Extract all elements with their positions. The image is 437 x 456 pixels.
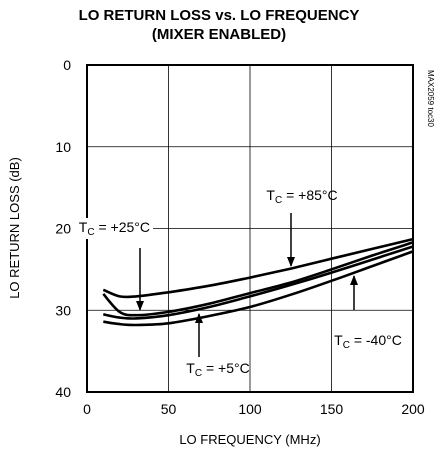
annotation-tc-40-c: TC = -40°C [334, 275, 402, 351]
x-axis-label: LO FREQUENCY (MHz) [179, 432, 320, 447]
y-tick-label: 40 [55, 384, 71, 400]
annotations-group: TC = +25°C TC = +85°C TC = +5°C TC = -40°C [75, 187, 402, 379]
series-line-tc-25-c [102, 241, 414, 317]
series-line-tc-40-c [103, 250, 414, 327]
annotation-tc-25-c: TC = +25°C [75, 218, 153, 311]
annotation-label: TC = +25°C [79, 219, 150, 238]
annotation-label: TC = +5°C [186, 360, 249, 379]
x-tick-labels: 0 50 100 150 200 [83, 401, 425, 417]
x-tick-label: 50 [161, 401, 177, 417]
annotation-tc-5-c: TC = +5°C [186, 313, 250, 379]
y-axis-label: LO RETURN LOSS (dB) [7, 157, 22, 299]
annotation-tc-85-c: TC = +85°C [266, 187, 338, 267]
x-tick-label: 0 [83, 401, 91, 417]
series-line-tc-85-c [102, 237, 414, 299]
y-tick-label: 20 [55, 221, 71, 237]
annotation-label: TC = +85°C [266, 187, 337, 206]
annotation-label-background [75, 218, 153, 239]
chart-title-line2: (MIXER ENABLED) [152, 26, 286, 43]
x-tick-label: 200 [401, 401, 425, 417]
series-line-tc-5-c [103, 245, 414, 320]
chart-title-line1: LO RETURN LOSS vs. LO FREQUENCY [79, 7, 360, 24]
y-tick-label: 10 [55, 139, 71, 155]
series-group [102, 237, 414, 327]
part-note: MAX2059 toc30 [426, 70, 435, 127]
annotation-label: TC = -40°C [334, 332, 402, 351]
y-tick-label: 30 [55, 302, 71, 318]
x-tick-label: 100 [238, 401, 262, 417]
x-tick-label: 150 [320, 401, 344, 417]
y-tick-labels: 0 10 20 30 40 [55, 57, 71, 400]
y-tick-label: 0 [63, 57, 71, 73]
